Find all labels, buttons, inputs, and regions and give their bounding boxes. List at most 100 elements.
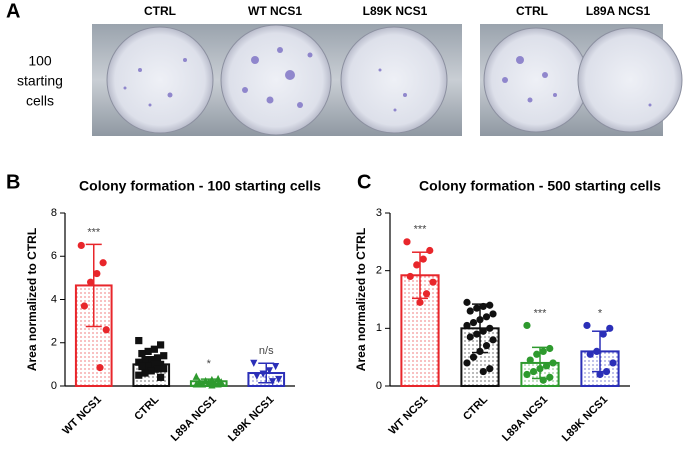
significance: n/s [259, 345, 274, 357]
data-point [192, 372, 200, 380]
data-point [96, 364, 104, 372]
data-point [275, 375, 283, 384]
data-point [138, 362, 146, 371]
chart: B Colony formation - 100 starting cells Ar… [6, 171, 321, 444]
data-point [586, 350, 594, 358]
data-point [413, 261, 421, 269]
data-point [606, 324, 614, 332]
x-tick-label: CTRL [132, 393, 161, 422]
data-point [153, 365, 162, 373]
data-point [406, 272, 414, 281]
data-point [482, 313, 491, 321]
data-point [160, 365, 168, 373]
data-point [87, 278, 95, 286]
data-point [214, 374, 222, 383]
significance: *** [414, 224, 428, 236]
data-point [426, 246, 434, 255]
dish [483, 27, 589, 133]
chart: C Colony formation - 500 starting cells Ar… [354, 171, 661, 444]
data-point [150, 345, 158, 353]
data-point [422, 290, 431, 298]
data-point [482, 342, 491, 350]
y-tick-label: 0 [376, 380, 382, 392]
data-point [486, 365, 494, 373]
data-point [466, 307, 474, 315]
data-point [250, 359, 258, 367]
x-tick-label: L89A NCS1 [500, 394, 550, 444]
data-point [102, 326, 110, 334]
data-point [272, 362, 280, 371]
data-point [259, 370, 267, 378]
data-point [523, 321, 531, 330]
data-point [602, 367, 611, 376]
data-point [486, 301, 494, 309]
row-label: 100 [28, 53, 52, 69]
data-point [147, 356, 155, 364]
panel-letter: A [6, 0, 20, 22]
data-point [198, 380, 207, 388]
data-point [150, 360, 158, 368]
data-point [476, 316, 484, 324]
significance: * [207, 358, 212, 370]
data-point [463, 359, 471, 367]
chart-title: Colony formation - 100 starting cells [79, 178, 321, 194]
data-point [153, 354, 162, 362]
y-tick-label: 6 [51, 250, 57, 262]
panel-a: A 100 starting cells CTRL WT NCS1 L89K N… [6, 0, 683, 136]
data-point [533, 350, 541, 358]
data-point [157, 341, 165, 349]
y-tick-label: 1 [376, 322, 382, 334]
dish [220, 24, 332, 136]
data-point [546, 373, 554, 381]
data-point [160, 352, 168, 360]
plate-label: WT NCS1 [248, 4, 302, 18]
y-tick-label: 0 [51, 380, 57, 392]
data-point [479, 327, 487, 335]
data-point [416, 298, 424, 306]
data-point [99, 259, 107, 267]
data-point [539, 376, 547, 384]
data-point [157, 373, 165, 381]
dish [340, 26, 448, 134]
data-point [144, 347, 152, 355]
data-point [77, 241, 85, 250]
data-point [542, 362, 551, 370]
data-point [268, 378, 277, 386]
data-point [157, 360, 165, 368]
y-tick-label: 8 [51, 207, 57, 219]
data-point [489, 310, 497, 318]
y-tick-label: 4 [51, 293, 57, 305]
data-point [539, 347, 547, 355]
data-point [144, 362, 152, 371]
data-point [536, 365, 544, 373]
data-point [214, 380, 222, 388]
data-point [138, 349, 146, 358]
data-point [526, 356, 534, 364]
data-point [479, 302, 487, 311]
x-tick-label: L89A NCS1 [169, 394, 219, 444]
colonies [123, 47, 652, 112]
data-point [419, 255, 427, 263]
plate-label: CTRL [144, 4, 176, 18]
significance: *** [534, 307, 548, 319]
plate-label: CTRL [516, 4, 548, 18]
x-tick-label: L89K NCS1 [560, 394, 610, 444]
chart-title: Colony formation - 500 starting cells [419, 178, 661, 194]
data-point [473, 304, 481, 312]
data-point [429, 278, 437, 286]
y-tick-label: 2 [51, 337, 57, 349]
dish [106, 26, 214, 134]
significance: *** [87, 226, 101, 238]
data-point [466, 333, 474, 341]
plate-label: L89K NCS1 [363, 4, 428, 18]
plate-label: L89A NCS1 [586, 4, 651, 18]
data-point [403, 238, 411, 246]
data-point [469, 353, 478, 361]
data-point [583, 321, 591, 330]
data-point [208, 381, 216, 389]
y-axis-label: Area normalized to CTRL [354, 228, 368, 371]
data-point [253, 372, 261, 380]
x-tick-label: WT NCS1 [60, 394, 103, 437]
data-point [141, 369, 149, 377]
